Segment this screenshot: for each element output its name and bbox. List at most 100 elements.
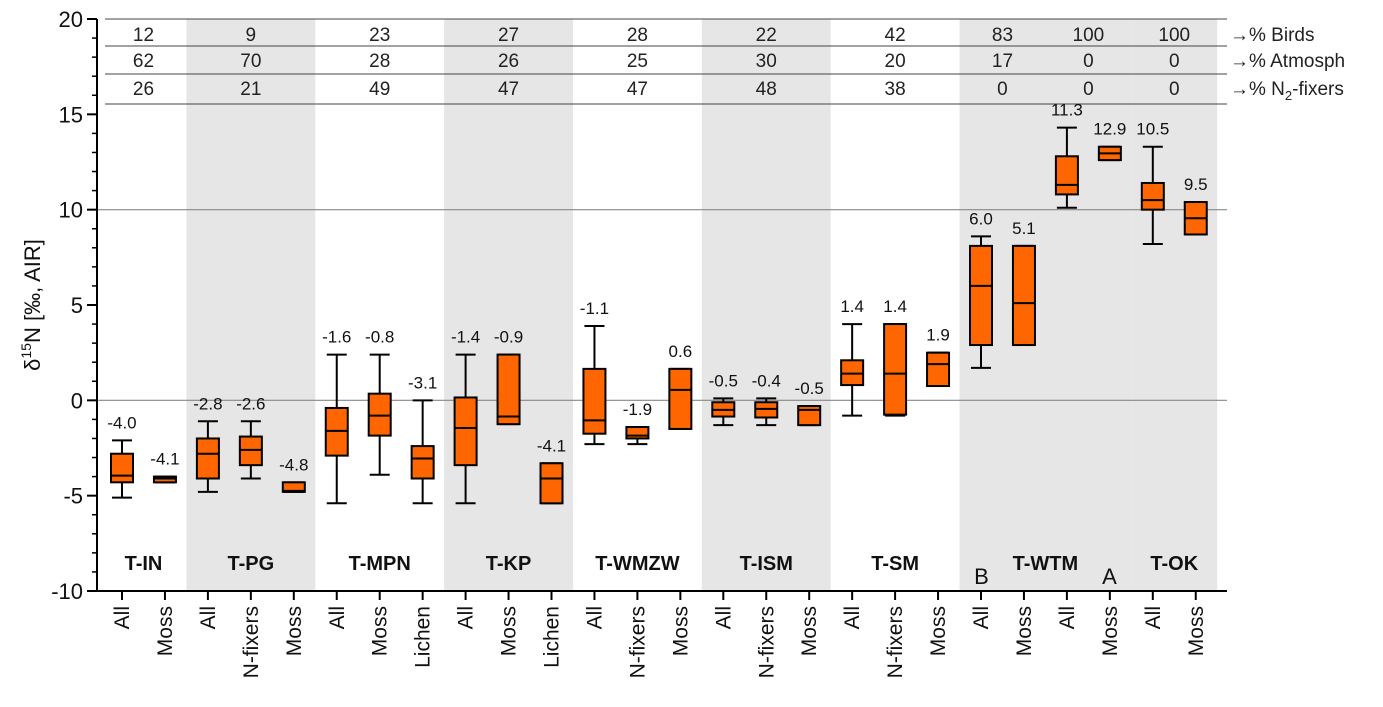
x-category-label: All <box>1142 606 1165 629</box>
x-category-label: Moss <box>1013 606 1036 656</box>
x-category-label: Lichen <box>412 606 435 668</box>
box-iqr <box>582 367 607 435</box>
median-label: 1.4 <box>840 297 864 316</box>
table-value: 38 <box>885 79 906 100</box>
y-axis-title: δ15N [‰, AIR] <box>18 239 45 371</box>
median-label: -4.1 <box>150 450 179 469</box>
median-label: 1.9 <box>926 326 950 345</box>
median-label: -0.9 <box>494 328 523 347</box>
table-row-label: →% Atmosph <box>1230 51 1345 72</box>
table-value: 0 <box>1083 79 1094 100</box>
site-label: T-MPN <box>349 553 411 575</box>
box-lichen-7 <box>410 399 435 505</box>
median-label: 9.5 <box>1184 175 1208 194</box>
median-label: -2.6 <box>236 394 265 413</box>
table-value: 70 <box>240 51 261 72</box>
x-category-label: Moss <box>283 606 306 656</box>
table-value: 42 <box>885 25 906 46</box>
table-value: 27 <box>498 25 519 46</box>
y-tick-label: 5 <box>71 293 83 318</box>
box-iqr <box>1140 181 1165 211</box>
box-iqr <box>110 452 134 484</box>
x-category-label: N-fixers <box>626 606 649 678</box>
table-value: 100 <box>1158 25 1190 46</box>
x-category-label: N-fixers <box>240 606 263 678</box>
x-category-label: Moss <box>1185 606 1208 656</box>
x-category-label: Moss <box>669 606 692 656</box>
table-value: 0 <box>1083 51 1094 72</box>
median-label: -1.1 <box>580 299 609 318</box>
box-moss-21 <box>1011 244 1036 347</box>
source-table: 12 9 23 27 28 22 42 83 100 100 →% Birds 62 70 28 26 25 3… <box>133 25 1345 103</box>
site-band <box>186 19 316 591</box>
x-category-label: N-fixers <box>755 606 778 678</box>
y-tick-label: -10 <box>51 579 83 604</box>
median-label: 6.0 <box>969 209 993 228</box>
y-tick-label: -5 <box>63 484 83 509</box>
box-moss-16 <box>797 405 822 427</box>
table-value: 100 <box>1073 25 1105 46</box>
median-label: 5.1 <box>1012 219 1036 238</box>
median-label: -0.8 <box>365 328 394 347</box>
x-category-label: Lichen <box>541 606 564 668</box>
median-label: -4.1 <box>537 436 566 455</box>
site-label: T-ISM <box>740 553 793 575</box>
table-value: 26 <box>498 51 519 72</box>
site-labels: T-IN T-PG T-MPN T-KP T-WMZW T-ISM T-SM T-WTM B A T… <box>125 553 1199 589</box>
site-label: T-PG <box>228 553 275 575</box>
table-value: 48 <box>756 79 777 100</box>
x-category-label: All <box>455 606 478 629</box>
table-row-label: →% N2-fixers <box>1230 79 1344 103</box>
x-category-label: All <box>841 606 864 629</box>
box-n-fixers-15 <box>754 397 779 427</box>
x-category-label: Moss <box>798 606 821 656</box>
box-moss-9 <box>496 353 521 426</box>
table-value: 28 <box>369 51 390 72</box>
box-moss-25 <box>1183 201 1208 236</box>
x-category-label: All <box>197 606 220 629</box>
site-label: T-KP <box>486 553 532 575</box>
site-label: T-WTM <box>1013 553 1079 575</box>
x-category-label: Moss <box>154 606 177 656</box>
box-moss-13 <box>668 367 693 430</box>
box-all-11 <box>582 324 607 446</box>
table-row-label: →% Birds <box>1230 25 1314 46</box>
box-all-24 <box>1140 145 1165 245</box>
x-category-labels: All Moss All N-fixers Moss All Moss Lichen All Mo… <box>111 606 1208 678</box>
median-label: -3.1 <box>408 373 437 392</box>
median-label: -4.8 <box>279 455 308 474</box>
median-label: -0.5 <box>795 379 824 398</box>
y-tick-label: 10 <box>59 198 83 223</box>
reference-lines <box>97 209 1227 401</box>
table-value: 47 <box>627 79 648 100</box>
table-value: 26 <box>133 79 154 100</box>
box-iqr <box>625 426 650 440</box>
box-n-fixers-12 <box>625 426 650 446</box>
x-category-label: Moss <box>1099 606 1122 656</box>
x-category-label: Moss <box>498 606 521 656</box>
box-iqr <box>668 367 693 430</box>
site-label: T-IN <box>125 553 163 575</box>
box-n-fixers-3 <box>238 420 263 480</box>
box-all-8 <box>453 353 478 505</box>
site-label: T-SM <box>871 553 919 575</box>
box-all-0 <box>110 439 134 499</box>
table-value: 20 <box>885 51 906 72</box>
median-label: -0.4 <box>752 371 781 390</box>
table-value: 62 <box>133 51 154 72</box>
box-iqr <box>1054 155 1079 196</box>
box-all-2 <box>195 420 220 493</box>
table-value: 0 <box>997 79 1008 100</box>
table-value: 83 <box>992 25 1013 46</box>
site-band <box>1131 19 1218 591</box>
median-labels: -4.0 -4.1 -2.8 -2.6 -4.8 -1.6 -0.8 -3.1 -1.4 -0.9… <box>107 101 1207 475</box>
table-value: 30 <box>756 51 777 72</box>
box-moss-1 <box>152 475 177 484</box>
box-all-20 <box>969 235 993 369</box>
table-value: 25 <box>627 51 648 72</box>
box-all-22 <box>1054 126 1079 209</box>
box-iqr <box>496 353 521 426</box>
box-n-fixers-18 <box>883 323 908 417</box>
site-bands <box>186 19 1218 591</box>
